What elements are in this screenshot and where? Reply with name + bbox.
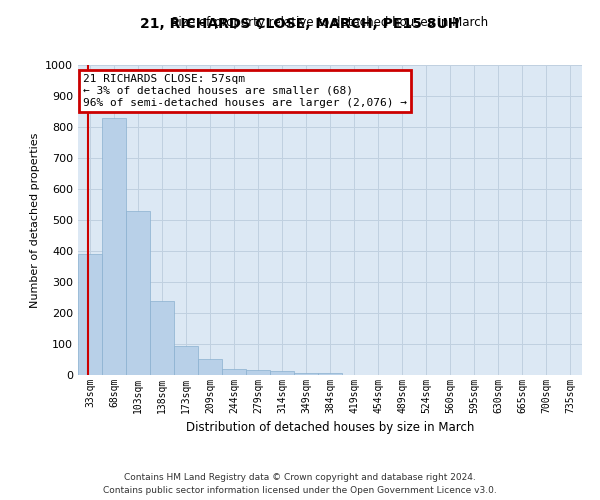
Text: 21 RICHARDS CLOSE: 57sqm
← 3% of detached houses are smaller (68)
96% of semi-de: 21 RICHARDS CLOSE: 57sqm ← 3% of detache… bbox=[83, 74, 407, 108]
X-axis label: Distribution of detached houses by size in March: Distribution of detached houses by size … bbox=[186, 422, 474, 434]
Bar bbox=[102, 118, 126, 375]
Bar bbox=[318, 372, 342, 375]
Bar bbox=[294, 372, 318, 375]
Text: 21, RICHARDS CLOSE, MARCH, PE15 8UH: 21, RICHARDS CLOSE, MARCH, PE15 8UH bbox=[140, 18, 460, 32]
Bar bbox=[246, 370, 270, 375]
Bar bbox=[198, 359, 222, 375]
Text: Contains HM Land Registry data © Crown copyright and database right 2024.
Contai: Contains HM Land Registry data © Crown c… bbox=[103, 474, 497, 495]
Bar bbox=[126, 210, 150, 375]
Bar bbox=[270, 371, 294, 375]
Bar bbox=[78, 254, 102, 375]
Y-axis label: Number of detached properties: Number of detached properties bbox=[29, 132, 40, 308]
Bar bbox=[222, 369, 246, 375]
Bar bbox=[150, 300, 174, 375]
Bar bbox=[174, 346, 198, 375]
Title: Size of property relative to detached houses in March: Size of property relative to detached ho… bbox=[172, 16, 488, 29]
